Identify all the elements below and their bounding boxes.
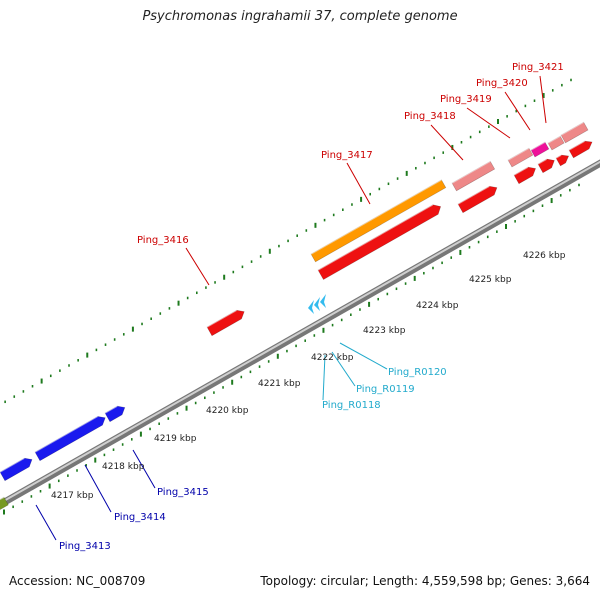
leader-ping-3415 <box>132 449 156 489</box>
leader-ping-r0120 <box>339 342 388 370</box>
gene-ping-3416[interactable] <box>206 309 245 337</box>
gene-label-ping-r0120[interactable]: Ping_R0120 <box>388 367 447 378</box>
leader-ping-3421 <box>539 75 547 124</box>
gene-ping-3413[interactable] <box>0 496 9 513</box>
gene-ping-3420[interactable] <box>537 158 555 174</box>
rna-arrow-2[interactable] <box>320 294 326 308</box>
kbp-label-4218: 4218 kbp <box>102 462 145 472</box>
leader-ping-3414 <box>84 464 112 513</box>
kbp-label-4224: 4224 kbp <box>416 301 459 311</box>
gene-ping-3420-bevel <box>537 158 548 165</box>
leader-ping-3413 <box>35 504 57 541</box>
kbp-label-4222: 4222 kbp <box>311 353 354 363</box>
gene-ping-3419-bevel <box>513 166 529 176</box>
inner-tick-row <box>3 183 580 515</box>
gene-label-ping-3416[interactable]: Ping_3416 <box>137 235 189 246</box>
gene-ping-3421-bevel <box>555 154 562 159</box>
outer-tick-row <box>4 78 572 404</box>
gene-label-ping-3415[interactable]: Ping_3415 <box>157 487 209 498</box>
gene-ping-3418-bevel <box>457 185 490 205</box>
leader-ping-r0118 <box>322 354 326 401</box>
gene-ping-3416-bevel <box>206 309 237 328</box>
gene-label-ping-3421[interactable]: Ping_3421 <box>512 62 564 73</box>
gene-ping-3419-ring-bevel <box>507 147 530 161</box>
gene-ping-3418[interactable] <box>457 185 498 214</box>
gene-label-ping-3418[interactable]: Ping_3418 <box>404 111 456 122</box>
gene-ping-3413-bevel <box>0 496 5 501</box>
leader-ping-3416 <box>185 247 210 286</box>
gene-ping-3421b-bevel <box>568 140 586 151</box>
leader-ping-r0119 <box>331 351 356 387</box>
kbp-label-4217: 4217 kbp <box>51 491 94 501</box>
kbp-label-4223: 4223 kbp <box>363 326 406 336</box>
gene-ping-3415-bevel <box>104 405 118 414</box>
genome-axis-highlight <box>0 160 600 505</box>
leader-ping-3419 <box>466 107 511 139</box>
kbp-label-4225: 4225 kbp <box>469 275 512 285</box>
gene-ping-3420-ring-bevel <box>530 141 546 151</box>
gene-label-ping-3419[interactable]: Ping_3419 <box>440 94 492 105</box>
gene-ping-3418-ring-bevel <box>451 160 491 184</box>
rna-arrow-1[interactable] <box>314 297 320 311</box>
gene-label-ping-3420[interactable]: Ping_3420 <box>476 78 528 89</box>
leader-ping-3417 <box>346 162 371 205</box>
map-title: Psychromonas ingrahamii 37, complete gen… <box>142 9 458 24</box>
gene-ping-3417-ring-bevel <box>310 179 442 255</box>
gene-ping-3420b-ring-bevel <box>547 135 561 144</box>
leader-ping-3418 <box>430 124 464 161</box>
leader-ping-3420 <box>504 91 531 131</box>
gene-ping-3414b-bevel <box>34 415 98 453</box>
gene-ping-3417-bevel <box>317 204 434 271</box>
gene-label-ping-3417[interactable]: Ping_3417 <box>321 150 373 161</box>
rna-arrow-0[interactable] <box>308 300 314 314</box>
genome-summary-text: Topology: circular; Length: 4,559,598 bp… <box>260 574 590 588</box>
kbp-label-4226: 4226 kbp <box>523 251 566 261</box>
kbp-label-4221: 4221 kbp <box>258 379 301 389</box>
gene-ping-3414-bevel <box>0 457 25 473</box>
gene-label-ping-3413[interactable]: Ping_3413 <box>59 541 111 552</box>
kbp-label-4220: 4220 kbp <box>206 406 249 416</box>
genome-axis <box>0 159 600 509</box>
gene-label-ping-r0118[interactable]: Ping_R0118 <box>322 400 381 411</box>
accession-text: Accession: NC_008709 <box>9 574 146 588</box>
gene-label-ping-3414[interactable]: Ping_3414 <box>114 512 166 523</box>
gene-label-ping-r0119[interactable]: Ping_R0119 <box>356 384 415 395</box>
gene-ping-3421-ring-bevel <box>560 121 584 136</box>
gene-ping-3415[interactable] <box>104 405 126 423</box>
kbp-label-4219: 4219 kbp <box>154 434 197 444</box>
